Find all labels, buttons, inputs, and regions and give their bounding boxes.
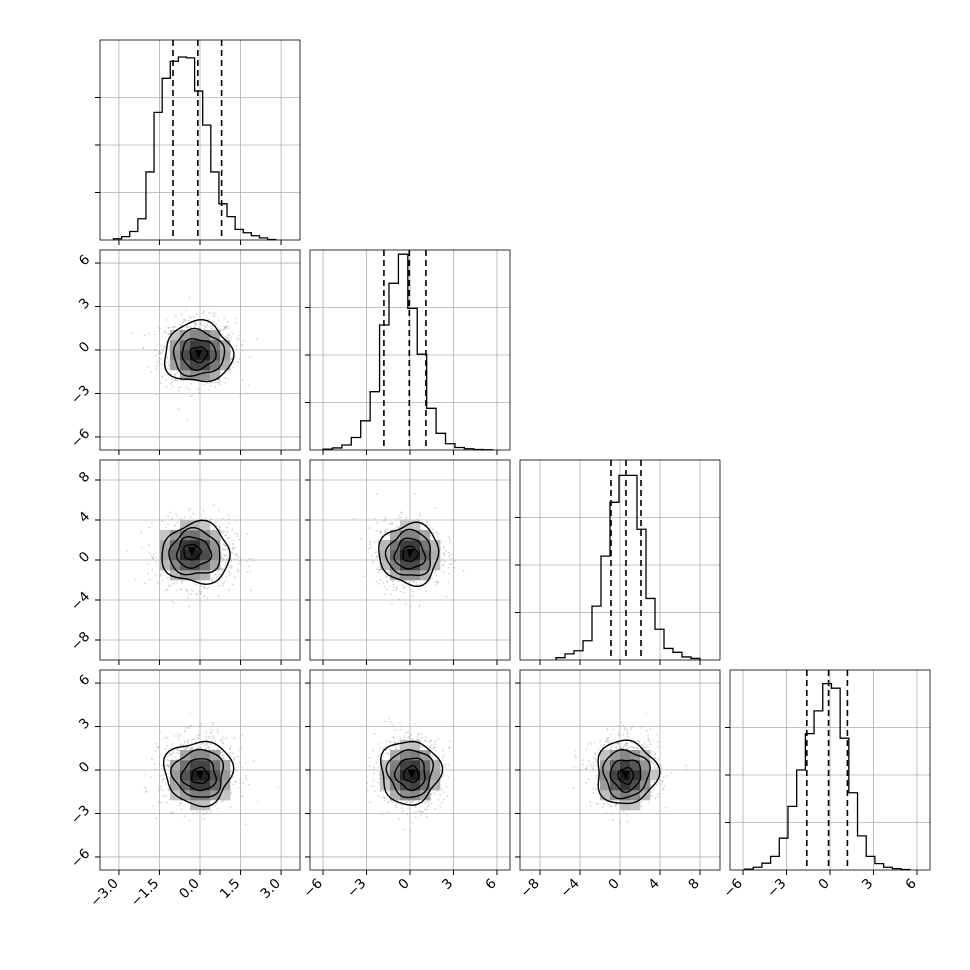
density-peak — [622, 770, 630, 780]
x-tick-label-1-4: 6 — [482, 876, 499, 893]
y-tick-label-3-1: −3 — [68, 802, 93, 827]
x-tick-label-3-0: −6 — [720, 876, 745, 901]
hist-panel-0 — [95, 39, 301, 245]
hist-panel-1 — [305, 249, 511, 455]
contour-3 — [378, 521, 440, 588]
y-tick-label-1-3: 3 — [76, 295, 93, 312]
contour-3 — [597, 739, 661, 805]
density-peak — [187, 547, 196, 556]
x-tick-label-1-3: 3 — [439, 876, 456, 893]
x-tick-label-1-1: −3 — [344, 876, 369, 901]
x-tick-label-0-1: −1.5 — [128, 876, 162, 910]
scatter-panel-3-0: −6 −3 0 3 6 — [68, 669, 301, 875]
contours — [379, 740, 444, 806]
contour-2 — [170, 748, 225, 798]
contour-2 — [602, 748, 651, 800]
scatter-panel-1-0: −6 −3 0 3 6 — [68, 249, 301, 455]
contour-0 — [403, 765, 420, 784]
y-tick-label-1-2: 0 — [76, 339, 93, 356]
contour-1 — [609, 759, 642, 794]
x-tick-label-2-3: 4 — [645, 876, 662, 893]
contour-1 — [393, 537, 427, 570]
contours — [378, 521, 440, 588]
y-tick-label-1-0: −6 — [68, 426, 93, 451]
scatter-panel-2-0: −8 −4 0 4 8 — [68, 459, 301, 665]
contour-0 — [617, 766, 635, 785]
x-tick-label-0-2: 0.0 — [176, 876, 203, 903]
contours — [163, 318, 235, 383]
scatter-panel-3-1 — [305, 669, 511, 875]
x-tick-label-2-0: −8 — [517, 876, 542, 901]
y-tick-label-2-0: −8 — [68, 629, 93, 654]
density-peak — [196, 770, 204, 780]
y-tick-label-1-4: 6 — [76, 252, 93, 269]
y-tick-label-2-4: 8 — [76, 469, 93, 486]
x-tick-label-0-0: −3.0 — [87, 876, 121, 910]
x-tick-label-1-2: 0 — [395, 876, 412, 893]
hist-step-1 — [322, 253, 494, 451]
x-tick-label-1-0: −6 — [300, 876, 325, 901]
y-tick-label-1-1: −3 — [68, 382, 93, 407]
contours — [161, 519, 231, 585]
density-cells — [380, 520, 441, 581]
hist-step-2 — [555, 474, 701, 660]
hist-step-0 — [112, 56, 277, 241]
density-peak — [407, 769, 416, 779]
contour-3 — [161, 519, 231, 585]
x-tick-label-3-1: −3 — [764, 876, 789, 901]
x-tick-label-0-3: 1.5 — [217, 876, 244, 903]
y-tick-label-2-3: 4 — [76, 509, 93, 526]
x-tick-label-2-4: 8 — [685, 876, 702, 893]
contour-3 — [163, 318, 235, 383]
y-tick-label-3-4: 6 — [76, 672, 93, 689]
hist-panel-2 — [515, 459, 721, 665]
contour-3 — [162, 740, 235, 808]
contours — [162, 740, 235, 808]
y-tick-label-3-3: 3 — [76, 715, 93, 732]
x-tick-label-3-3: 3 — [859, 876, 876, 893]
contour-2 — [384, 528, 431, 577]
contour-2 — [385, 749, 434, 799]
y-tick-label-3-0: −6 — [68, 846, 93, 871]
density-peak — [406, 549, 414, 558]
contour-1 — [175, 536, 213, 569]
contour-0 — [190, 766, 210, 785]
contour-2 — [172, 327, 226, 377]
contour-0 — [189, 346, 209, 364]
x-tick-label-0-4: 3.0 — [257, 876, 284, 903]
density-peak — [194, 349, 203, 359]
y-tick-label-3-2: 0 — [76, 759, 93, 776]
contour-1 — [180, 758, 218, 792]
x-tick-label-3-4: 6 — [902, 876, 919, 893]
x-tick-label-3-2: 0 — [815, 876, 832, 893]
scatter-panel-2-1 — [305, 459, 511, 665]
contour-0 — [183, 543, 202, 561]
y-tick-label-2-2: 0 — [76, 549, 93, 566]
density-cells — [170, 330, 231, 381]
scatter-panel-3-2 — [515, 669, 721, 875]
hist-panel-3 — [725, 669, 931, 875]
contour-1 — [394, 757, 426, 792]
y-tick-label-2-1: −4 — [68, 589, 93, 614]
x-tick-label-2-1: −4 — [557, 876, 582, 901]
contours — [597, 739, 661, 805]
hist-step-3 — [743, 682, 911, 871]
contour-1 — [181, 338, 217, 372]
contour-0 — [402, 545, 419, 563]
x-tick-label-2-2: 0 — [605, 876, 622, 893]
contour-2 — [168, 527, 221, 576]
contour-3 — [379, 740, 444, 806]
